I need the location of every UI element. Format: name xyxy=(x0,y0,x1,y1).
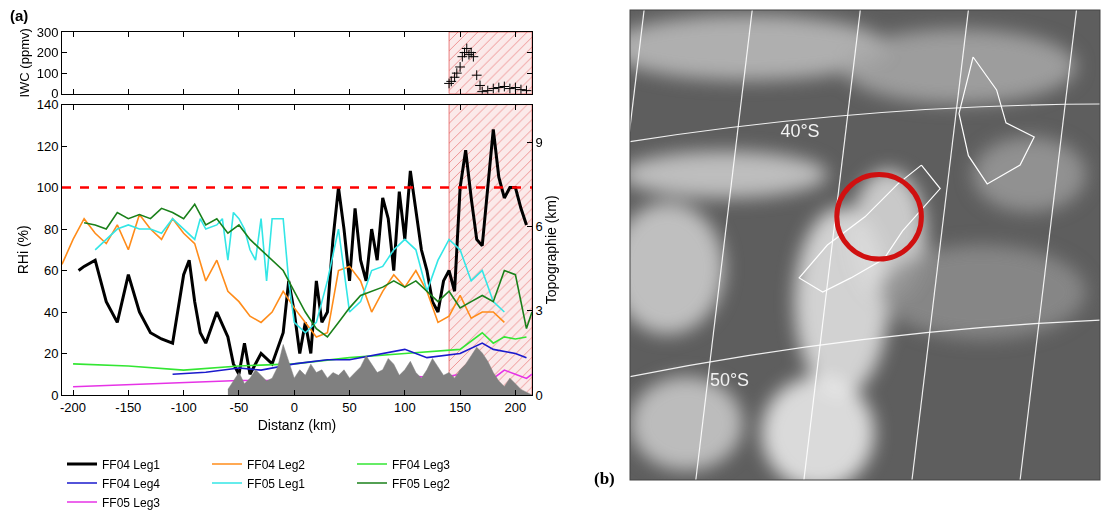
svg-text:FF04 Leg4: FF04 Leg4 xyxy=(102,477,160,491)
svg-text:140: 140 xyxy=(37,97,59,112)
svg-text:50: 50 xyxy=(342,400,356,415)
svg-text:60: 60 xyxy=(44,263,58,278)
svg-text:200: 200 xyxy=(505,400,527,415)
svg-text:-200: -200 xyxy=(60,400,86,415)
svg-text:-150: -150 xyxy=(115,400,141,415)
svg-text:IWC (ppmv): IWC (ppmv) xyxy=(17,28,32,97)
svg-text:-50: -50 xyxy=(230,400,249,415)
svg-text:0: 0 xyxy=(291,400,298,415)
svg-text:(b): (b) xyxy=(594,469,615,488)
svg-text:FF05 Leg1: FF05 Leg1 xyxy=(247,477,305,491)
svg-text:40: 40 xyxy=(44,305,58,320)
svg-text:FF05 Leg3: FF05 Leg3 xyxy=(102,496,160,510)
svg-text:0: 0 xyxy=(536,388,543,403)
svg-text:3: 3 xyxy=(536,303,543,318)
svg-text:100: 100 xyxy=(37,66,59,81)
svg-text:0: 0 xyxy=(51,86,58,101)
svg-text:0: 0 xyxy=(51,388,58,403)
svg-text:100: 100 xyxy=(394,400,416,415)
svg-text:120: 120 xyxy=(37,139,59,154)
svg-text:100: 100 xyxy=(37,180,59,195)
svg-text:9: 9 xyxy=(536,135,543,150)
svg-text:Distanz (km): Distanz (km) xyxy=(258,417,337,433)
svg-text:300: 300 xyxy=(37,25,59,40)
svg-text:Topographie (km): Topographie (km) xyxy=(543,195,559,304)
svg-text:FF04 Leg3: FF04 Leg3 xyxy=(392,458,450,472)
svg-text:50°S: 50°S xyxy=(710,370,749,390)
svg-text:RHi (%): RHi (%) xyxy=(15,225,31,274)
svg-text:80: 80 xyxy=(44,222,58,237)
svg-text:200: 200 xyxy=(37,45,59,60)
svg-text:(a): (a) xyxy=(10,7,28,24)
svg-text:150: 150 xyxy=(449,400,471,415)
svg-text:20: 20 xyxy=(44,346,58,361)
svg-text:40°S: 40°S xyxy=(780,121,819,141)
svg-text:6: 6 xyxy=(536,219,543,234)
svg-text:FF05 Leg2: FF05 Leg2 xyxy=(392,477,450,491)
svg-text:FF04 Leg2: FF04 Leg2 xyxy=(247,458,305,472)
svg-text:-100: -100 xyxy=(171,400,197,415)
svg-text:FF04 Leg1: FF04 Leg1 xyxy=(102,458,160,472)
